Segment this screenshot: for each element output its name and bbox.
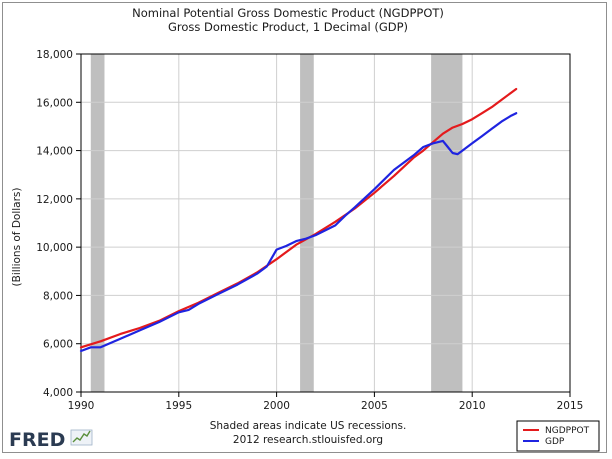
recession-note: Shaded areas indicate US recessions.: [210, 420, 407, 432]
recession-band: [90, 54, 105, 392]
x-tick-label: 1995: [165, 400, 192, 412]
y-axis-label: (Billions of Dollars): [11, 188, 23, 287]
series-line-gdp: [79, 112, 518, 353]
recession-band: [431, 54, 463, 392]
y-tick-label: 8,000: [43, 290, 73, 302]
x-tick-label: 2005: [361, 400, 388, 412]
source-note: 2012 research.stlouisfed.org: [233, 434, 383, 446]
legend-label: GDP: [545, 437, 565, 447]
y-tick-label: 4,000: [43, 387, 73, 399]
recession-band: [300, 54, 314, 392]
legend-label: NGDPPOT: [545, 426, 590, 436]
y-tick-label: 10,000: [36, 242, 73, 254]
chart-title: Nominal Potential Gross Domestic Product…: [132, 6, 444, 20]
fred-chart-icon: [70, 429, 93, 446]
x-tick-label: 1990: [68, 400, 95, 412]
plot-border: [80, 53, 571, 393]
y-axis: 4,000 6,000 8,000 10,000 12,000 14,000 16,000 1…: [36, 49, 81, 399]
x-tick-label: 2000: [263, 400, 290, 412]
gridlines: [81, 54, 570, 392]
fred-logo-text: FRED: [9, 429, 65, 451]
y-tick-label: 18,000: [36, 49, 73, 61]
y-tick-label: 6,000: [43, 339, 73, 351]
recession-shading: [90, 54, 463, 392]
y-tick-label: 14,000: [36, 146, 73, 158]
x-tick-label: 2010: [459, 400, 486, 412]
x-tick-label: 2015: [557, 400, 584, 412]
y-tick-label: 12,000: [36, 194, 73, 206]
legend-box: [516, 420, 600, 452]
x-axis: 1990 1995 2000 2005 2010 2015: [68, 392, 584, 412]
series-lines: [79, 87, 518, 353]
chart-subtitle: Gross Domestic Product, 1 Decimal (GDP): [168, 20, 408, 34]
y-tick-label: 16,000: [36, 97, 73, 109]
fred-logo[interactable]: FRED: [9, 429, 93, 451]
